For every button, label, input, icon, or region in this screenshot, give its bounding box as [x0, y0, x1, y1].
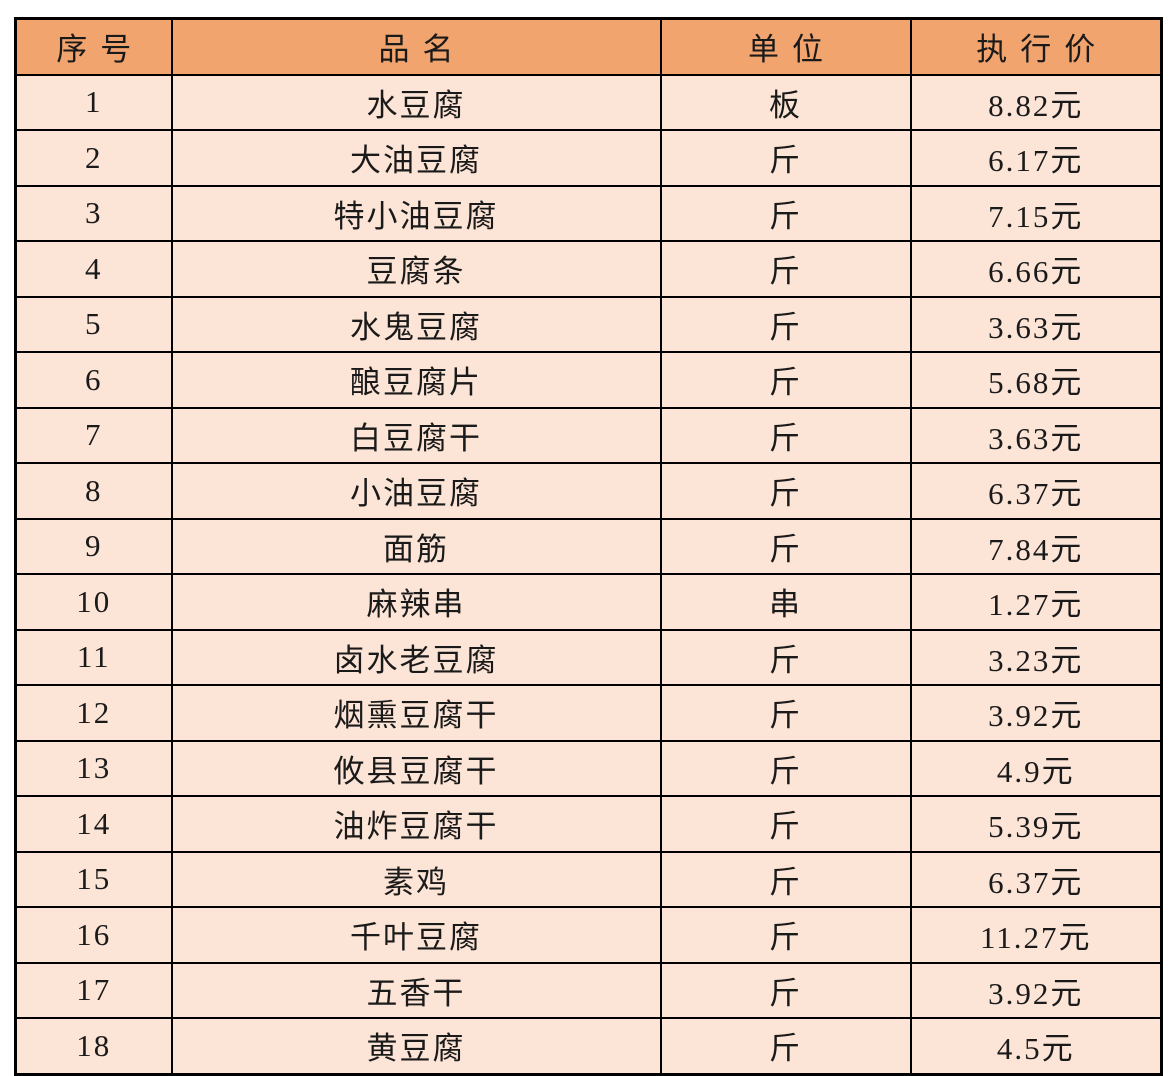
table-row: 14 油炸豆腐干斤 5.39元 — [14, 795, 1163, 853]
table-row: 3 特小油豆腐斤 7.15元 — [14, 184, 1163, 242]
table-row: 6 酿豆腐片斤 5.68元 — [14, 351, 1163, 409]
cell-unit: 斤 — [659, 739, 912, 797]
cell-index: 10 — [14, 573, 173, 631]
cell-price: 3.92元 — [909, 684, 1163, 742]
cell-price: 1.27元 — [909, 573, 1163, 631]
table-row: 9 面筋斤 7.84元 — [14, 517, 1163, 575]
cell-unit: 斤 — [659, 628, 912, 686]
cell-unit: 斤 — [659, 906, 912, 964]
cell-name: 特小油豆腐 — [170, 184, 662, 242]
cell-index: 7 — [14, 406, 173, 464]
cell-name: 水豆腐 — [170, 73, 662, 131]
cell-unit: 斤 — [659, 850, 912, 908]
cell-unit: 斤 — [659, 129, 912, 187]
cell-unit: 斤 — [659, 240, 912, 298]
table-row: 1 水豆腐板 8.82元 — [14, 73, 1163, 131]
cell-name: 酿豆腐片 — [170, 351, 662, 409]
cell-price: 6.37元 — [909, 850, 1163, 908]
cell-unit: 斤 — [659, 1017, 912, 1075]
cell-price: 7.15元 — [909, 184, 1163, 242]
cell-name: 面筋 — [170, 517, 662, 575]
cell-price: 4.5元 — [909, 1017, 1163, 1075]
cell-index: 14 — [14, 795, 173, 853]
cell-name: 五香干 — [170, 961, 662, 1019]
cell-name: 卤水老豆腐 — [170, 628, 662, 686]
table-row: 17 五香干斤 3.92元 — [14, 961, 1163, 1019]
table-body: 1 水豆腐板 8.82元 2 大油豆腐斤 6.17元 3 特小油豆腐斤 7.15元 4 豆腐条斤 6.… — [14, 73, 1163, 1075]
cell-unit: 斤 — [659, 295, 912, 353]
table-row: 4 豆腐条斤 6.66元 — [14, 240, 1163, 298]
table-row: 13 攸县豆腐干斤 4.9元 — [14, 739, 1163, 797]
col-header-unit: 单位 — [659, 17, 912, 76]
cell-name: 小油豆腐 — [170, 462, 662, 520]
cell-index: 3 — [14, 184, 173, 242]
cell-index: 13 — [14, 739, 173, 797]
cell-index: 5 — [14, 295, 173, 353]
cell-unit: 串 — [659, 573, 912, 631]
cell-price: 6.37元 — [909, 462, 1163, 520]
cell-price: 11.27元 — [909, 906, 1163, 964]
cell-name: 烟熏豆腐干 — [170, 684, 662, 742]
table-row: 7 白豆腐干斤 3.63元 — [14, 406, 1163, 464]
cell-index: 4 — [14, 240, 173, 298]
cell-name: 水鬼豆腐 — [170, 295, 662, 353]
cell-unit: 斤 — [659, 684, 912, 742]
cell-index: 16 — [14, 906, 173, 964]
cell-name: 攸县豆腐干 — [170, 739, 662, 797]
table-row: 15 素鸡斤 6.37元 — [14, 850, 1163, 908]
page: 序号 品名 单位 执行价 1 水豆腐板 8.82元 2 大油豆腐斤 6.17元 3 特小油豆腐… — [14, 17, 1163, 1076]
cell-name: 麻辣串 — [170, 573, 662, 631]
cell-index: 1 — [14, 73, 173, 131]
cell-price: 5.68元 — [909, 351, 1163, 409]
table-row: 5 水鬼豆腐斤 3.63元 — [14, 295, 1163, 353]
cell-index: 18 — [14, 1017, 173, 1075]
cell-unit: 斤 — [659, 462, 912, 520]
cell-price: 6.66元 — [909, 240, 1163, 298]
table-row: 16 千叶豆腐斤 11.27元 — [14, 906, 1163, 964]
cell-price: 4.9元 — [909, 739, 1163, 797]
cell-name: 豆腐条 — [170, 240, 662, 298]
cell-name: 油炸豆腐干 — [170, 795, 662, 853]
col-header-name: 品名 — [170, 17, 662, 76]
col-header-price: 执行价 — [909, 17, 1163, 76]
cell-index: 11 — [14, 628, 173, 686]
cell-index: 6 — [14, 351, 173, 409]
cell-index: 17 — [14, 961, 173, 1019]
table-row: 12 烟熏豆腐干斤 3.92元 — [14, 684, 1163, 742]
table-row: 8 小油豆腐斤 6.37元 — [14, 462, 1163, 520]
cell-name: 白豆腐干 — [170, 406, 662, 464]
cell-price: 8.82元 — [909, 73, 1163, 131]
cell-index: 15 — [14, 850, 173, 908]
cell-name: 黄豆腐 — [170, 1017, 662, 1075]
cell-price: 3.63元 — [909, 295, 1163, 353]
table-row: 10 麻辣串串 1.27元 — [14, 573, 1163, 631]
cell-index: 2 — [14, 129, 173, 187]
col-header-index: 序号 — [14, 17, 173, 76]
cell-name: 千叶豆腐 — [170, 906, 662, 964]
cell-name: 大油豆腐 — [170, 129, 662, 187]
cell-index: 8 — [14, 462, 173, 520]
cell-unit: 斤 — [659, 406, 912, 464]
cell-price: 3.92元 — [909, 961, 1163, 1019]
cell-price: 3.23元 — [909, 628, 1163, 686]
table-row: 18 黄豆腐斤 4.5元 — [14, 1017, 1163, 1075]
table-row: 11 卤水老豆腐斤 3.23元 — [14, 628, 1163, 686]
cell-unit: 斤 — [659, 351, 912, 409]
cell-unit: 斤 — [659, 517, 912, 575]
cell-unit: 斤 — [659, 795, 912, 853]
table-row: 2 大油豆腐斤 6.17元 — [14, 129, 1163, 187]
price-table: 序号 品名 单位 执行价 1 水豆腐板 8.82元 2 大油豆腐斤 6.17元 3 特小油豆腐… — [14, 17, 1163, 1076]
cell-unit: 斤 — [659, 184, 912, 242]
cell-index: 12 — [14, 684, 173, 742]
cell-index: 9 — [14, 517, 173, 575]
cell-unit: 斤 — [659, 961, 912, 1019]
cell-unit: 板 — [659, 73, 912, 131]
cell-price: 5.39元 — [909, 795, 1163, 853]
cell-price: 6.17元 — [909, 129, 1163, 187]
cell-price: 7.84元 — [909, 517, 1163, 575]
header-row: 序号 品名 单位 执行价 — [14, 17, 1163, 76]
cell-price: 3.63元 — [909, 406, 1163, 464]
cell-name: 素鸡 — [170, 850, 662, 908]
